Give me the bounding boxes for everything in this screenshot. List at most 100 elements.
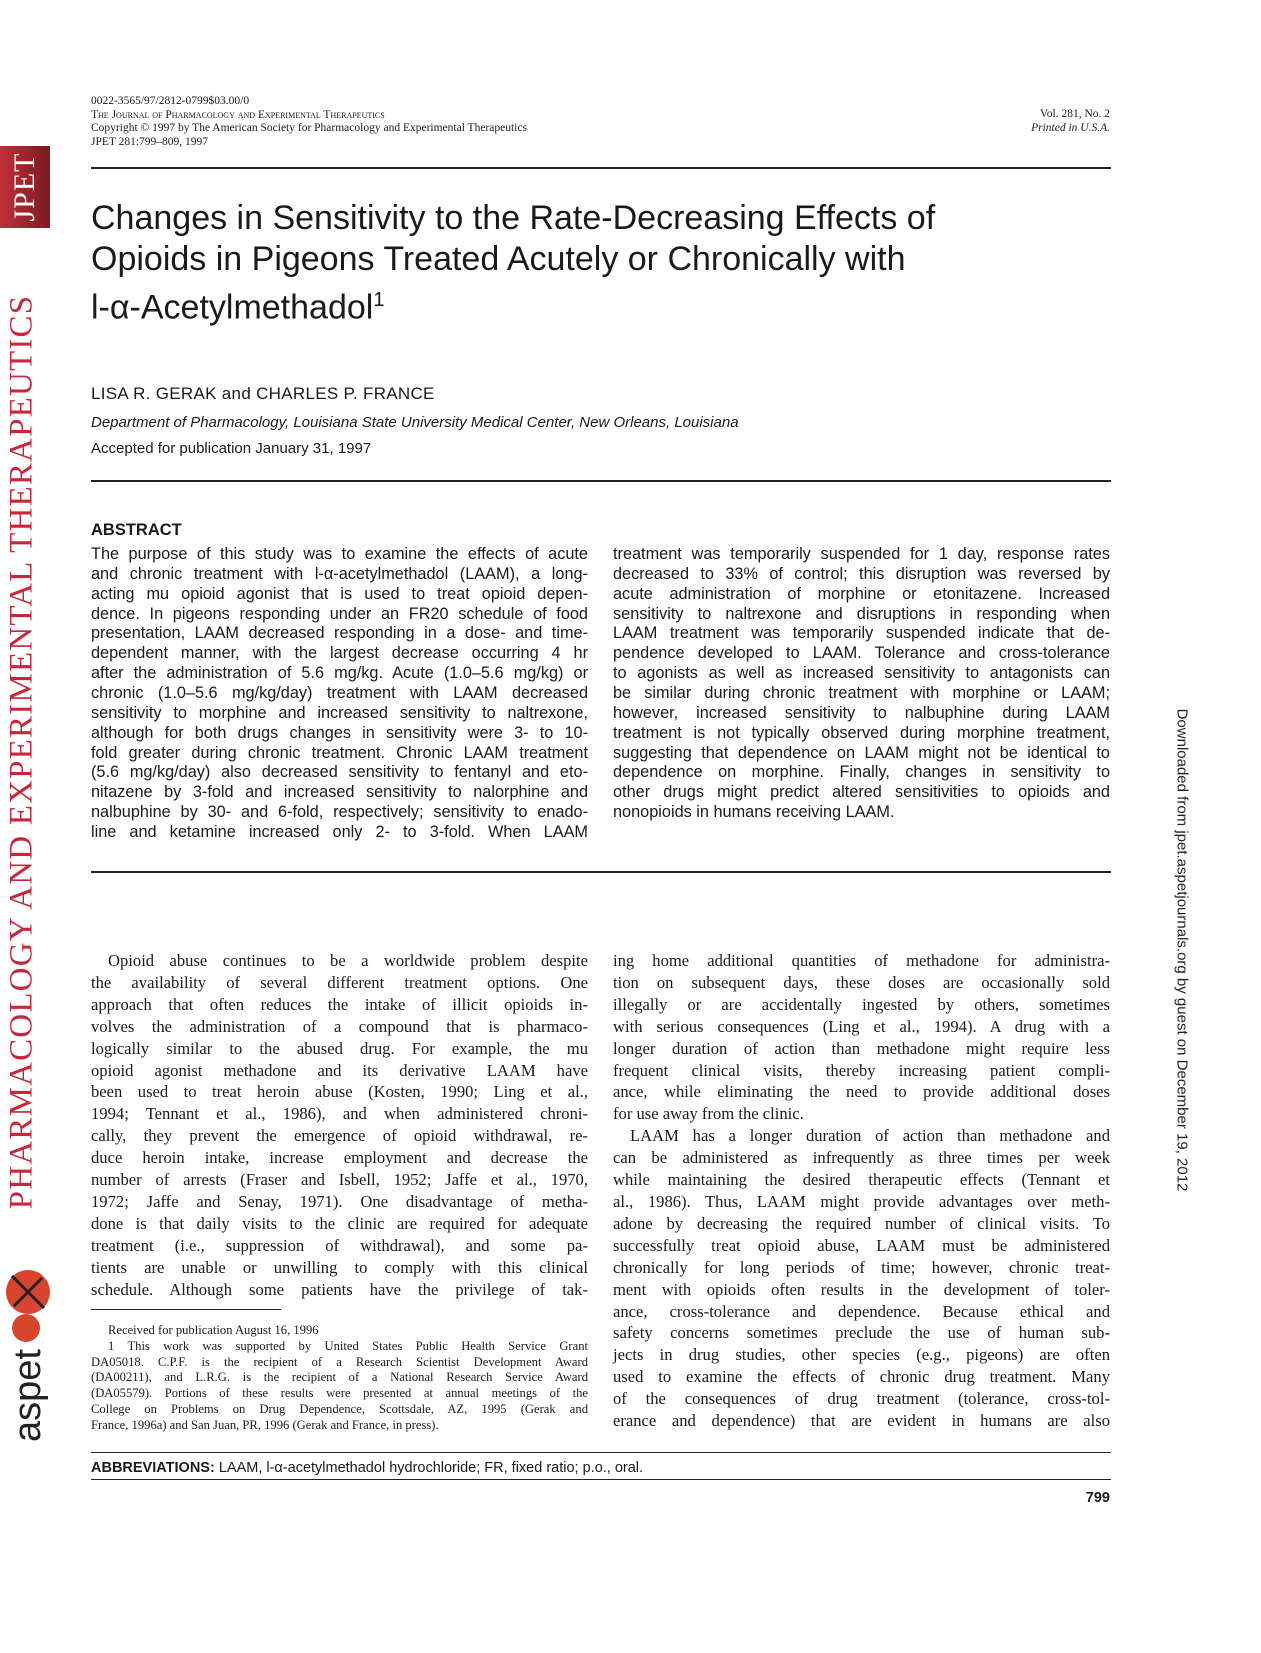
article-title: Changes in Sensitivity to the Rate-Decre… (91, 199, 936, 327)
footnote-line: (DA05579). Portions of these results wer… (91, 1386, 588, 1401)
divider (91, 480, 1111, 482)
aspet-logo: aspet (6, 1270, 50, 1442)
text-line: with serious consequences (Ling et al., … (613, 1016, 1110, 1036)
text-line: The purpose of this study was to examine… (91, 545, 588, 563)
text-line: safety concerns sometimes preclude the u… (613, 1323, 1110, 1343)
text-line: opioid agonist methadone and its derivat… (91, 1060, 588, 1080)
footnotes: Received for publication August 16, 1996… (91, 1323, 588, 1434)
text-line: tion on subsequent days, these doses are… (613, 972, 1110, 992)
text-line: longer duration of action than methadone… (613, 1038, 1110, 1058)
abbreviations: ABBREVIATIONS: LAAM, l-α-acetylmethadol … (91, 1460, 644, 1476)
text-line: be similar during chronic treatment with… (613, 684, 1110, 703)
text-line: and chronic treatment with l-α-acetylmet… (91, 564, 588, 583)
text-line: fold greater during chronic treatment. C… (91, 743, 588, 762)
journal-name-vertical: PHARMACOLOGY AND EXPERIMENTAL THERAPEUTI… (3, 294, 40, 1210)
text-line: of the consequences of drug treatment (t… (613, 1389, 1110, 1409)
text-line: dependence on morphine. Finally, changes… (613, 763, 1110, 782)
abstract-heading: ABSTRACT (91, 521, 182, 539)
download-note: Downloaded from jpet.aspetjournals.org b… (1173, 708, 1191, 1192)
text-line: although for both drugs changes in sensi… (91, 723, 588, 742)
authors: LISA R. GERAK and CHARLES P. FRANCE (91, 384, 435, 403)
text-line: to agonists as well as increased sensiti… (613, 664, 1110, 683)
body-column: Opioid abuse continues to be a worldwide… (91, 950, 588, 1301)
citation-line: JPET 281:799–809, 1997 (91, 135, 209, 148)
text-line: been used to treat heroin abuse (Kosten,… (91, 1082, 588, 1102)
affiliation: Department of Pharmacology, Louisiana St… (91, 414, 739, 431)
text-line: can be administered as infrequently as t… (613, 1148, 1110, 1168)
text-line: presentation, LAAM decreased responding … (91, 624, 588, 643)
text-line: ing home additional quantities of methad… (613, 951, 1110, 970)
printed-in: Printed in U.S.A. (1031, 121, 1110, 134)
volume-info: Vol. 281, No. 2 Printed in U.S.A. (1031, 108, 1110, 135)
text-line: tients are unable or unwilling to comply… (91, 1257, 588, 1277)
text-line: nalbuphine by 30- and 6-fold, respective… (91, 803, 588, 822)
text-line: erance and dependence) that are evident … (613, 1411, 1110, 1431)
text-line: 1994; Tennant et al., 1986), and when ad… (91, 1104, 588, 1124)
page-number: 799 (1085, 1490, 1110, 1506)
accepted-date: Accepted for publication January 31, 199… (91, 440, 372, 457)
text-line: LAAM treatment was temporarily suspended… (613, 624, 1110, 643)
text-line: other drugs might predict altered sensit… (613, 783, 1110, 802)
text-line: treatment (i.e., suppression of withdraw… (91, 1235, 588, 1255)
text-line: the availability of several different tr… (91, 972, 588, 992)
footnote-line: France, 1996a) and San Juan, PR, 1996 (G… (91, 1417, 439, 1432)
text-line: 1972; Jaffe and Senay, 1971). One disadv… (91, 1191, 588, 1211)
text-line: frequent clinical visits, thereby increa… (613, 1060, 1110, 1080)
text-line: for use away from the clinic. (613, 1104, 804, 1124)
text-line: decreased to 33% of control; this disrup… (613, 564, 1110, 583)
text-line: after the administration of 5.6 mg/kg. A… (91, 664, 588, 683)
text-line: nonopioids in humans receiving LAAM. (613, 803, 895, 822)
text-line: acting mu opioid agonist that is used to… (91, 584, 588, 603)
text-line: volves the administration of a compound … (91, 1016, 588, 1036)
svg-text:aspet: aspet (7, 1349, 49, 1442)
text-line: sensitivity to naltrexone and disruption… (613, 604, 1110, 623)
text-line: line and ketamine increased only 2- to 3… (91, 823, 588, 842)
issn-line: 0022-3565/97/2812-0799$03.00/0 (91, 95, 250, 107)
text-line: LAAM has a longer duration of action tha… (630, 1126, 1110, 1146)
footnote-line: 1 This work was supported by United Stat… (108, 1338, 588, 1353)
text-line: schedule. Although some patients have th… (91, 1279, 588, 1299)
text-line: number of arrests (Fraser and Isbell, 19… (91, 1170, 588, 1190)
text-line: al., 1986). Thus, LAAM might provide adv… (613, 1191, 1110, 1211)
text-line: Opioid abuse continues to be a worldwide… (108, 951, 588, 970)
text-line: nitazene by 3-fold and increased sensiti… (91, 783, 588, 802)
divider (91, 871, 1111, 873)
text-line: successfully treat opioid abuse, LAAM mu… (613, 1235, 1110, 1255)
text-line: dence. In pigeons responding under an FR… (91, 604, 588, 623)
text-line: used to examine the effects of chronic d… (613, 1367, 1110, 1387)
text-line: dependent manner, with the largest decre… (91, 644, 588, 663)
text-line: done is that daily visits to the clinic … (91, 1213, 588, 1233)
text-line: while maintaining the desired therapeuti… (613, 1170, 1110, 1190)
journal-line: The Journal of Pharmacology and Experime… (91, 108, 385, 121)
footnote-mark: 1 (373, 289, 385, 311)
jpet-logo: JPET (0, 146, 50, 228)
text-line: chronic (1.0–5.6 mg/kg/day) treatment wi… (91, 684, 588, 703)
text-line: pendence developed to LAAM. Tolerance an… (613, 644, 1110, 663)
text-line: logically similar to the abused drug. Fo… (91, 1038, 588, 1058)
abstract-column: treatment was temporarily suspended for … (613, 545, 1110, 823)
divider (91, 1452, 1111, 1453)
footnote-divider (91, 1309, 281, 1310)
text-line: treatment was temporarily suspended for … (613, 545, 1110, 563)
footnote-line: (DA00211), and L.R.G. is the recipient o… (91, 1370, 588, 1385)
journal-header: 0022-3565/97/2812-0799$03.00/0 The Journ… (91, 95, 527, 149)
text-line: treatment is not typically observed duri… (613, 723, 1110, 742)
text-line: duce heroin intake, increase employment … (91, 1148, 588, 1168)
abstract-column: The purpose of this study was to examine… (91, 545, 588, 843)
text-line: approach that often reduces the intake o… (91, 994, 588, 1014)
received-date: Received for publication August 16, 1996 (108, 1323, 319, 1337)
text-line: jects in drug studies, other species (e.… (613, 1345, 1110, 1365)
volume: Vol. 281, No. 2 (1039, 108, 1110, 120)
text-line: illegally or are accidentally ingested b… (613, 994, 1110, 1014)
text-line: acute administration of morphine or eton… (613, 584, 1110, 603)
copyright-line: Copyright © 1997 by The American Society… (91, 122, 527, 135)
divider (91, 167, 1111, 169)
text-line: cally, they prevent the emergence of opi… (91, 1126, 588, 1146)
footnote-line: College on Problems on Drug Dependence, … (91, 1401, 588, 1416)
footnote-line: DA05018. C.P.F. is the recipient of a Re… (91, 1354, 588, 1369)
divider (91, 1479, 1111, 1480)
text-line: sensitivity to morphine and increased se… (91, 703, 588, 722)
text-line: ance, cross-tolerance and dependence. Be… (613, 1301, 1110, 1321)
text-line: chronically for long periods of time; ho… (613, 1257, 1110, 1277)
body-column: ing home additional quantities of methad… (613, 950, 1110, 1432)
